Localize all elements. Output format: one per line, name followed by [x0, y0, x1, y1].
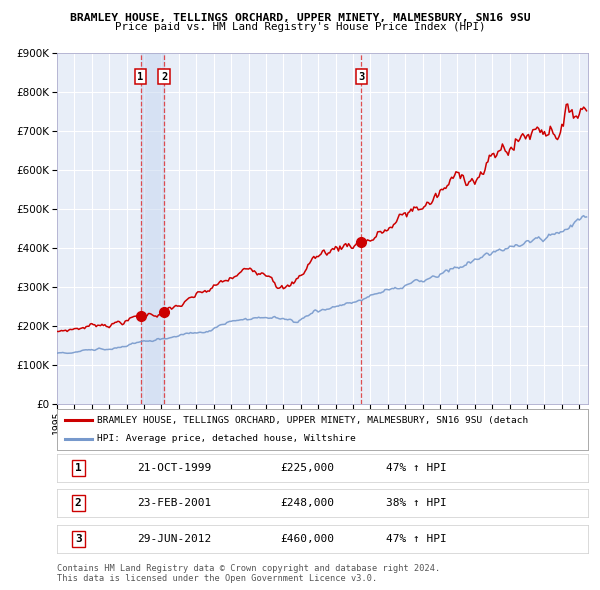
Text: 1: 1 [75, 463, 82, 473]
Text: This data is licensed under the Open Government Licence v3.0.: This data is licensed under the Open Gov… [57, 574, 377, 583]
Text: £460,000: £460,000 [280, 534, 334, 543]
Text: 21-OCT-1999: 21-OCT-1999 [137, 463, 211, 473]
Text: HPI: Average price, detached house, Wiltshire: HPI: Average price, detached house, Wilt… [97, 434, 356, 443]
Text: 3: 3 [75, 534, 82, 543]
Bar [140, 53, 164, 404]
Text: 38% ↑ HPI: 38% ↑ HPI [386, 499, 447, 508]
Text: 47% ↑ HPI: 47% ↑ HPI [386, 463, 447, 473]
Text: 1: 1 [137, 71, 143, 81]
Text: 2: 2 [75, 499, 82, 508]
Text: £225,000: £225,000 [280, 463, 334, 473]
Text: 29-JUN-2012: 29-JUN-2012 [137, 534, 211, 543]
Text: 47% ↑ HPI: 47% ↑ HPI [386, 534, 447, 543]
Text: Price paid vs. HM Land Registry's House Price Index (HPI): Price paid vs. HM Land Registry's House … [115, 22, 485, 32]
Text: 2: 2 [161, 71, 167, 81]
Text: £248,000: £248,000 [280, 499, 334, 508]
Text: BRAMLEY HOUSE, TELLINGS ORCHARD, UPPER MINETY, MALMESBURY, SN16 9SU (detach: BRAMLEY HOUSE, TELLINGS ORCHARD, UPPER M… [97, 416, 528, 425]
Text: 3: 3 [358, 71, 365, 81]
Text: 23-FEB-2001: 23-FEB-2001 [137, 499, 211, 508]
Text: Contains HM Land Registry data © Crown copyright and database right 2024.: Contains HM Land Registry data © Crown c… [57, 565, 440, 573]
Text: BRAMLEY HOUSE, TELLINGS ORCHARD, UPPER MINETY, MALMESBURY, SN16 9SU: BRAMLEY HOUSE, TELLINGS ORCHARD, UPPER M… [70, 13, 530, 23]
